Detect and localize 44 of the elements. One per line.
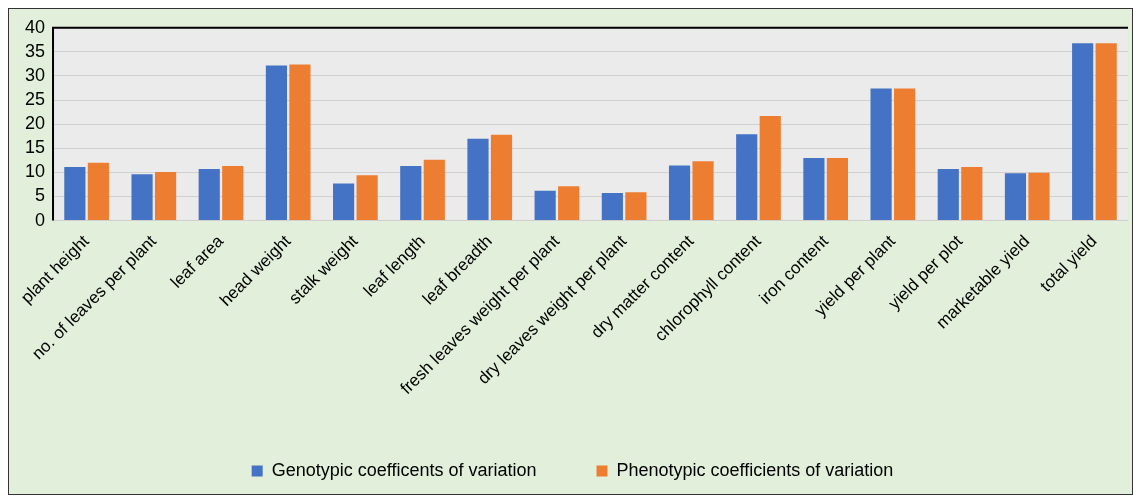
y-tick-label: 20 [24, 113, 46, 134]
bar [1004, 173, 1027, 221]
bar [826, 157, 848, 221]
bar [534, 190, 556, 221]
bar [154, 171, 177, 221]
bar [1072, 43, 1094, 221]
bar [400, 166, 422, 221]
y-tick-label: 30 [24, 64, 46, 85]
bar [937, 168, 959, 221]
bar [198, 168, 220, 221]
bar [222, 166, 244, 221]
bar [1028, 172, 1050, 221]
bar [289, 64, 311, 221]
y-tick-label: 15 [24, 137, 46, 158]
bar [87, 162, 109, 221]
y-tick-label: 0 [35, 209, 46, 230]
bar [601, 193, 623, 221]
bar [467, 138, 489, 221]
bar [625, 192, 647, 221]
bar [265, 65, 287, 221]
legend-label: Genotypic coefficents of variation [271, 459, 537, 480]
x-tick-label: leaf area [166, 231, 228, 292]
bar [803, 157, 825, 221]
bar [759, 115, 781, 221]
bar [490, 134, 513, 221]
y-tick-label: 40 [24, 16, 46, 37]
legend-label: Phenotypic coefficients of variation [616, 459, 894, 480]
y-tick-label: 25 [24, 89, 46, 110]
bar [736, 134, 758, 221]
y-tick-label: 35 [24, 40, 46, 61]
y-tick-label: 10 [24, 161, 46, 182]
bar [558, 186, 580, 221]
bar [870, 88, 892, 221]
bar [961, 167, 983, 221]
bar [423, 159, 445, 221]
bar [333, 183, 355, 221]
bar [1095, 43, 1117, 221]
bar [692, 161, 714, 221]
bar [356, 175, 378, 221]
bar [668, 165, 691, 221]
bar [64, 167, 86, 221]
y-tick-label: 5 [35, 185, 46, 206]
bar [894, 88, 916, 221]
bar [131, 174, 153, 221]
